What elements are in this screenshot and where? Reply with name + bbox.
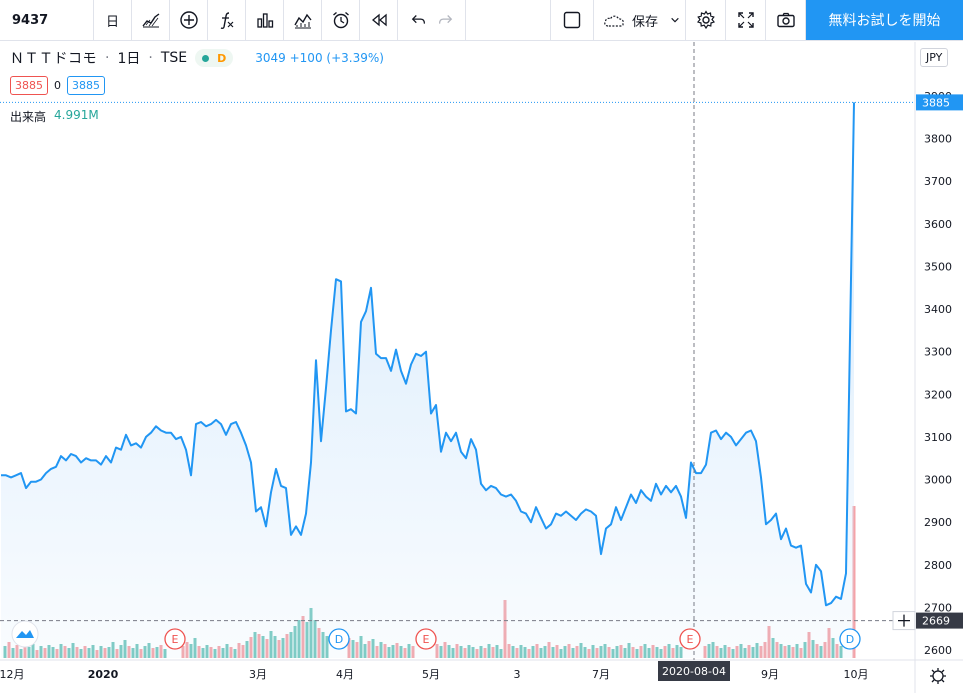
symbol-name: ＮＴＴドコモ (10, 51, 97, 67)
delayed-data-label: D (217, 51, 227, 65)
price-axis-tick-label: 3400 (924, 303, 952, 316)
market-status-badge[interactable]: D (195, 49, 234, 67)
symbol-legend: ＮＴＴドコモ · 1日 · TSE D 3049 +100 (+3.39%) (10, 48, 384, 68)
camera-icon (776, 12, 795, 28)
cloud-icon (604, 15, 624, 27)
templates-icon (293, 13, 312, 29)
mountain-logo-icon (16, 630, 34, 638)
market-open-dot-icon (202, 54, 210, 62)
compare-button[interactable] (170, 0, 208, 40)
time-axis-tick-label: 9月 (761, 668, 779, 681)
redo-icon[interactable] (436, 11, 454, 29)
legend-interval: 1日 (117, 51, 141, 67)
layout-button[interactable] (550, 0, 594, 40)
currency-badge[interactable]: JPY (920, 48, 949, 67)
chevron-down-icon (671, 17, 679, 23)
price-change-quote: 3049 +100 (+3.39%) (255, 51, 384, 65)
price-axis-tick-label: 3200 (924, 388, 952, 401)
axis-settings-icon[interactable] (932, 670, 944, 682)
price-axis-tick-label: 3100 (924, 431, 952, 444)
event-marker-label: D (846, 633, 854, 646)
rewind-icon (371, 13, 387, 27)
time-axis-tick-label: 7月 (592, 668, 610, 681)
crosshair-date-label: 2020-08-04 (662, 665, 726, 678)
time-axis-tick-label: 12月 (0, 668, 25, 681)
interval-label: 日 (105, 14, 119, 30)
price-chart[interactable]: 2600 2700 2800 2900 3000 3100 3200 3300 3400 3500… (0, 42, 963, 693)
fullscreen-icon (737, 12, 754, 28)
gear-teeth-icon (930, 668, 946, 684)
price-axis-tick-label: 3300 (924, 346, 952, 359)
crosshair-price-tag (916, 612, 963, 629)
trial-button-label: 無料お試しを開始 (828, 13, 941, 29)
price-axis-tick-label: 2700 (924, 601, 952, 614)
plus-circle-icon (179, 11, 198, 29)
spread-value: 0 (54, 79, 61, 92)
price-axis-tick-label: 2900 (924, 516, 952, 529)
earnings-event-marker[interactable] (679, 628, 701, 650)
earnings-event-marker[interactable] (164, 628, 186, 650)
crosshair-price-label: 2669 (922, 615, 950, 628)
save-label: 保存 (632, 14, 659, 30)
price-axis-tick-label: 3000 (924, 474, 952, 487)
buy-price-box[interactable]: 3885 (67, 76, 105, 95)
fullscreen-button[interactable] (726, 0, 766, 40)
time-axis-tick-label: 2020 (88, 668, 119, 681)
chart-style-icon (141, 13, 159, 28)
earnings-event-marker[interactable] (415, 628, 437, 650)
time-axis-tick-label: 4月 (336, 668, 354, 681)
alarm-clock-icon (332, 11, 349, 29)
bar-chart-icon (256, 13, 273, 28)
price-axis-tick-label: 3700 (924, 175, 952, 188)
chart-style-button[interactable] (132, 0, 170, 40)
volume-label: 出来高 (10, 110, 47, 124)
top-toolbar: 9437 日 保存 無料お試しを開始 (0, 0, 963, 41)
function-icon (220, 12, 233, 29)
legend-exchange: TSE (160, 50, 188, 66)
templates-button[interactable] (284, 0, 322, 40)
toolbar-spacer (466, 0, 550, 40)
price-axis-tick-label: 3500 (924, 260, 952, 273)
square-icon (563, 11, 581, 29)
price-axis-tick-label: 2600 (924, 644, 952, 657)
price-axis-tick-label: 2800 (924, 559, 952, 572)
time-axis-tick-label: 3 (514, 668, 521, 681)
start-free-trial-button[interactable]: 無料お試しを開始 (806, 0, 963, 40)
time-axis-tick-label: 5月 (422, 668, 440, 681)
symbol-search-box[interactable]: 9437 (0, 0, 94, 40)
time-axis-tick-label: 3月 (249, 668, 267, 681)
alert-button[interactable] (322, 0, 360, 40)
snapshot-button[interactable] (766, 0, 806, 40)
undo-icon[interactable] (410, 11, 428, 29)
undo-redo-group (398, 0, 466, 40)
plus-icon (898, 614, 910, 627)
event-marker-label: E (172, 633, 179, 646)
settings-button[interactable] (686, 0, 726, 40)
dividend-event-marker[interactable] (839, 628, 861, 650)
event-marker-label: E (423, 633, 430, 646)
volume-legend: 出来高 4.991M (10, 108, 99, 125)
event-marker-label: E (687, 633, 694, 646)
last-price-tag (916, 94, 963, 111)
price-line-series (1, 102, 855, 607)
sell-price-box[interactable]: 3885 (10, 76, 48, 95)
legend-separator: · (105, 50, 110, 66)
gear-icon (696, 10, 715, 30)
crosshair-date-tag (658, 661, 730, 681)
last-price-label: 3885 (922, 96, 950, 109)
bid-ask-row: 3885 0 3885 (10, 76, 105, 95)
replay-button[interactable] (360, 0, 398, 40)
time-axis-tick-label: 10月 (844, 668, 869, 681)
event-marker-label: D (335, 633, 343, 646)
price-axis-tick-label: 3800 (924, 133, 952, 146)
indicators-button[interactable] (208, 0, 246, 40)
dividend-event-marker[interactable] (328, 628, 350, 650)
save-button[interactable]: 保存 (594, 0, 686, 40)
volume-value: 4.991M (54, 108, 99, 122)
financials-button[interactable] (246, 0, 284, 40)
interval-button[interactable]: 日 (94, 0, 132, 40)
price-axis-tick-label: 3600 (924, 218, 952, 231)
symbol-label: 9437 (12, 12, 49, 28)
legend-separator-2: · (148, 50, 153, 66)
